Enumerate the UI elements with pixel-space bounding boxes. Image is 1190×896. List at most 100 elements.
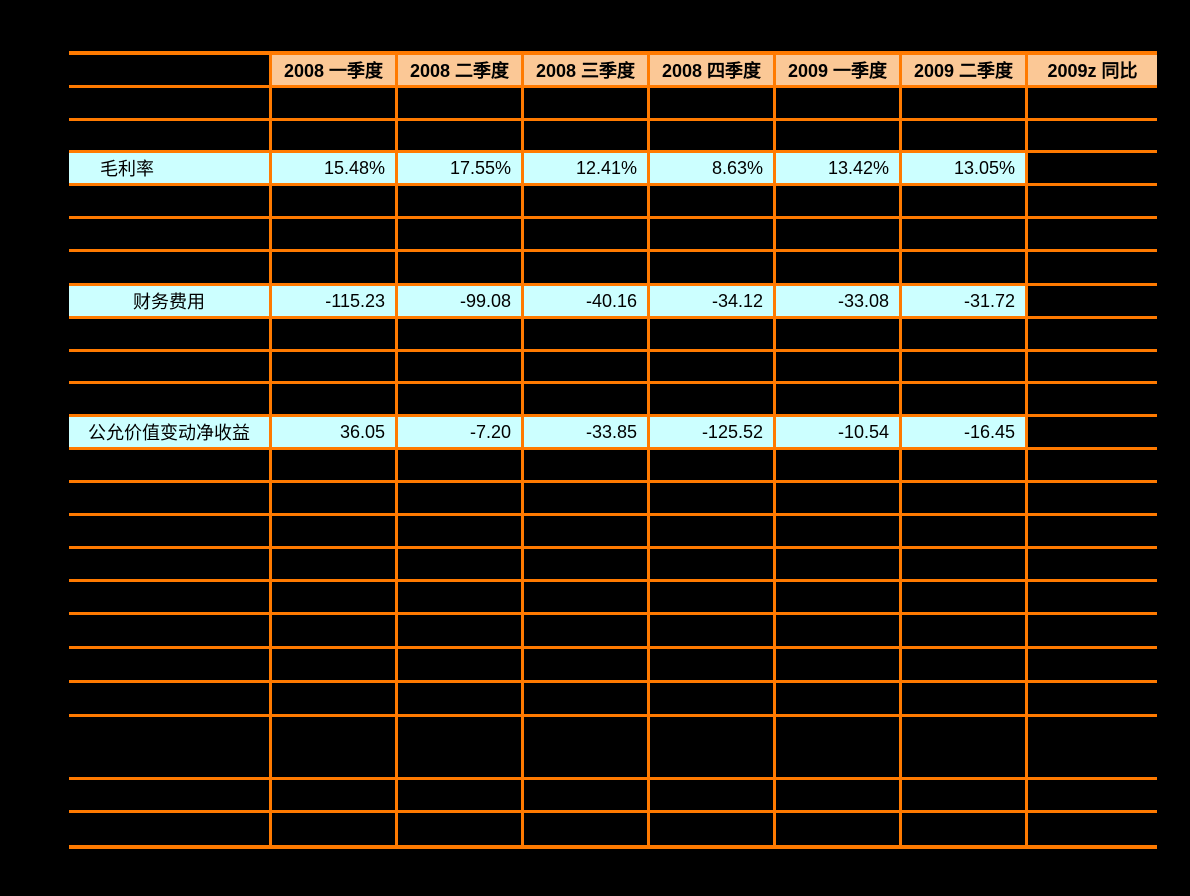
value-cell bbox=[524, 683, 650, 717]
value-cell bbox=[902, 352, 1028, 384]
table-row bbox=[69, 352, 1157, 384]
value-cell bbox=[776, 516, 902, 549]
value-cell bbox=[272, 186, 398, 219]
row-label bbox=[69, 813, 272, 845]
value-cell bbox=[776, 717, 902, 780]
value-cell bbox=[272, 615, 398, 649]
value-cell bbox=[272, 219, 398, 252]
value-cell bbox=[272, 683, 398, 717]
value-cell bbox=[524, 582, 650, 615]
value-cell bbox=[776, 352, 902, 384]
value-cell bbox=[524, 780, 650, 813]
value-cell bbox=[902, 252, 1028, 286]
value-cell bbox=[398, 450, 524, 483]
value-cell bbox=[398, 717, 524, 780]
value-cell bbox=[776, 186, 902, 219]
value-cell bbox=[398, 649, 524, 683]
value-cell bbox=[650, 813, 776, 845]
column-header: 2009z 同比 bbox=[1028, 55, 1157, 88]
value-cell bbox=[776, 384, 902, 417]
value-cell: -99.08 bbox=[398, 286, 524, 319]
table-row bbox=[69, 649, 1157, 683]
value-cell bbox=[1028, 286, 1157, 319]
value-cell bbox=[1028, 683, 1157, 717]
row-label bbox=[69, 683, 272, 717]
value-cell bbox=[650, 549, 776, 582]
value-cell bbox=[776, 683, 902, 717]
value-cell bbox=[902, 683, 1028, 717]
value-cell: 17.55% bbox=[398, 153, 524, 186]
table-row: 公允价值变动净收益 36.05 -7.20 -33.85 -125.52 -10.54 -1… bbox=[69, 417, 1157, 450]
column-header bbox=[69, 55, 272, 88]
value-cell bbox=[524, 252, 650, 286]
table-row bbox=[69, 450, 1157, 483]
row-label: 财务费用 bbox=[69, 286, 272, 319]
value-cell bbox=[902, 516, 1028, 549]
table-row bbox=[69, 88, 1157, 121]
row-label bbox=[69, 780, 272, 813]
value-cell bbox=[1028, 384, 1157, 417]
value-cell bbox=[272, 121, 398, 153]
value-cell bbox=[524, 450, 650, 483]
value-cell bbox=[524, 649, 650, 683]
value-cell bbox=[272, 450, 398, 483]
row-label bbox=[69, 717, 272, 780]
row-label bbox=[69, 186, 272, 219]
table-row bbox=[69, 121, 1157, 153]
value-cell bbox=[1028, 352, 1157, 384]
value-cell bbox=[272, 319, 398, 352]
value-cell bbox=[776, 615, 902, 649]
value-cell bbox=[272, 384, 398, 417]
value-cell bbox=[650, 121, 776, 153]
value-cell bbox=[776, 649, 902, 683]
value-cell: -40.16 bbox=[524, 286, 650, 319]
row-label bbox=[69, 450, 272, 483]
value-cell bbox=[524, 813, 650, 845]
value-cell: -125.52 bbox=[650, 417, 776, 450]
value-cell bbox=[524, 717, 650, 780]
row-label bbox=[69, 649, 272, 683]
value-cell bbox=[272, 252, 398, 286]
value-cell bbox=[1028, 121, 1157, 153]
row-label bbox=[69, 582, 272, 615]
column-header: 2009 一季度 bbox=[776, 55, 902, 88]
value-cell bbox=[398, 516, 524, 549]
value-cell bbox=[524, 384, 650, 417]
value-cell: -31.72 bbox=[902, 286, 1028, 319]
value-cell bbox=[1028, 88, 1157, 121]
value-cell bbox=[1028, 717, 1157, 780]
value-cell bbox=[398, 88, 524, 121]
value-cell bbox=[272, 582, 398, 615]
table-row bbox=[69, 780, 1157, 813]
value-cell bbox=[398, 186, 524, 219]
value-cell bbox=[776, 813, 902, 845]
value-cell bbox=[398, 582, 524, 615]
column-header: 2008 四季度 bbox=[650, 55, 776, 88]
table-row bbox=[69, 252, 1157, 286]
value-cell bbox=[524, 186, 650, 219]
value-cell: 13.42% bbox=[776, 153, 902, 186]
value-cell bbox=[398, 384, 524, 417]
value-cell bbox=[776, 252, 902, 286]
value-cell bbox=[902, 483, 1028, 516]
value-cell bbox=[650, 186, 776, 219]
table-row bbox=[69, 516, 1157, 549]
row-label bbox=[69, 252, 272, 286]
value-cell bbox=[650, 649, 776, 683]
value-cell bbox=[398, 780, 524, 813]
value-cell bbox=[272, 649, 398, 683]
value-cell bbox=[650, 483, 776, 516]
value-cell: -33.08 bbox=[776, 286, 902, 319]
value-cell bbox=[776, 450, 902, 483]
table-body: 毛利率 15.48% 17.55% 12.41% 8.63% 13.42% 13.05% 财务… bbox=[69, 88, 1157, 845]
table-row bbox=[69, 483, 1157, 516]
value-cell bbox=[776, 780, 902, 813]
value-cell bbox=[524, 549, 650, 582]
value-cell bbox=[1028, 417, 1157, 450]
row-label bbox=[69, 483, 272, 516]
column-header: 2008 一季度 bbox=[272, 55, 398, 88]
value-cell bbox=[524, 615, 650, 649]
value-cell bbox=[902, 384, 1028, 417]
value-cell: -10.54 bbox=[776, 417, 902, 450]
column-header: 2008 三季度 bbox=[524, 55, 650, 88]
